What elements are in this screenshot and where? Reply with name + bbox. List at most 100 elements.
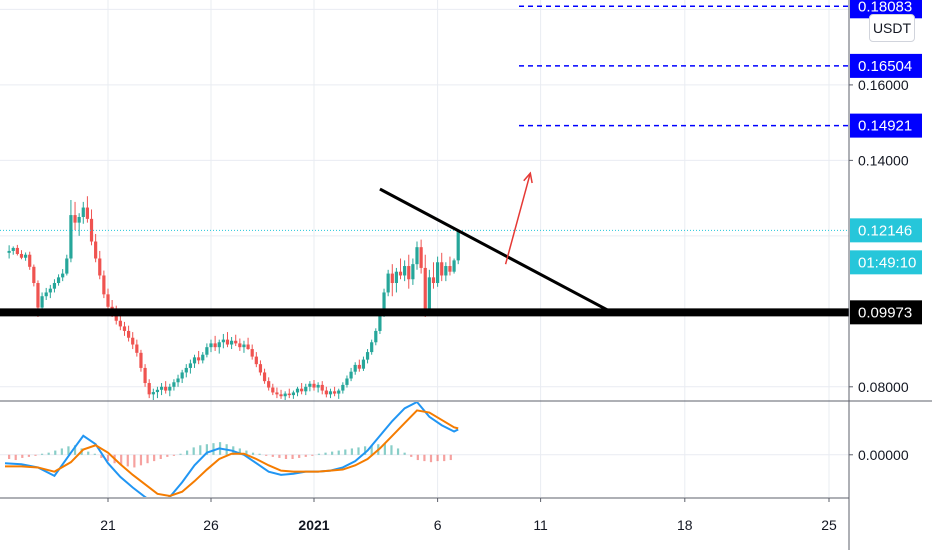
candle-body[interactable] (304, 386, 308, 392)
candle-body[interactable] (15, 247, 19, 254)
candle-body[interactable] (258, 364, 263, 373)
candle-body[interactable] (106, 294, 110, 307)
signal-line[interactable] (5, 409, 459, 497)
candle-body[interactable] (365, 352, 370, 360)
candle-body[interactable] (77, 216, 81, 223)
candle-body[interactable] (48, 288, 52, 293)
candle-body[interactable] (267, 381, 271, 388)
macd-pane[interactable] (4, 402, 459, 505)
price-pane[interactable] (7, 196, 460, 400)
candle-body[interactable] (423, 267, 427, 312)
candle-body[interactable] (431, 277, 436, 284)
candle-body[interactable] (456, 230, 460, 261)
candle-body[interactable] (427, 277, 431, 312)
candle-body[interactable] (205, 347, 209, 355)
candle-body[interactable] (357, 364, 361, 369)
breakout-arrow[interactable] (504, 173, 532, 265)
candle-body[interactable] (246, 344, 250, 350)
candle-body[interactable] (361, 359, 366, 369)
candle-body[interactable] (56, 277, 61, 284)
candle-body[interactable] (291, 392, 295, 396)
candle-body[interactable] (19, 253, 24, 258)
candle-body[interactable] (448, 266, 452, 272)
candle-body[interactable] (386, 273, 390, 293)
candle-body[interactable] (394, 271, 398, 284)
candle-body[interactable] (184, 367, 188, 373)
candle-body[interactable] (36, 283, 40, 308)
candle-body[interactable] (188, 363, 192, 368)
candle-body[interactable] (242, 344, 246, 348)
candle-body[interactable] (271, 387, 275, 393)
candle-body[interactable] (151, 392, 155, 395)
candle-body[interactable] (444, 266, 448, 276)
currency-button[interactable]: USDT (869, 14, 915, 42)
candle-body[interactable] (398, 271, 403, 276)
candle-body[interactable] (164, 386, 168, 391)
candle-body[interactable] (139, 352, 143, 368)
candle-body[interactable] (341, 384, 345, 391)
candle-body[interactable] (11, 247, 15, 251)
candle-body[interactable] (279, 394, 283, 397)
candle-body[interactable] (275, 392, 279, 395)
candle-body[interactable] (209, 343, 213, 348)
candle-body[interactable] (159, 386, 164, 390)
candle-body[interactable] (201, 354, 205, 361)
candle-body[interactable] (143, 367, 147, 384)
candle-body[interactable] (254, 356, 258, 365)
candle-body[interactable] (262, 372, 267, 382)
candle-body[interactable] (168, 386, 172, 391)
candle-body[interactable] (52, 283, 57, 289)
candle-body[interactable] (61, 273, 65, 278)
candle-body[interactable] (440, 262, 444, 276)
candle-body[interactable] (436, 262, 440, 284)
candle-body[interactable] (102, 275, 106, 295)
candle-body[interactable] (403, 266, 407, 276)
candle-body[interactable] (349, 371, 353, 379)
candle-body[interactable] (147, 383, 151, 395)
candle-body[interactable] (192, 357, 197, 364)
candle-body[interactable] (197, 357, 201, 361)
candle-body[interactable] (32, 266, 36, 284)
candle-body[interactable] (135, 344, 139, 353)
candle-body[interactable] (172, 382, 176, 387)
candle-body[interactable] (337, 390, 341, 394)
candle-body[interactable] (378, 315, 382, 331)
candle-body[interactable] (94, 241, 98, 259)
candle-body[interactable] (283, 393, 287, 397)
candle-body[interactable] (287, 393, 291, 396)
candle-body[interactable] (85, 207, 89, 219)
candle-body[interactable] (390, 273, 394, 284)
candle-body[interactable] (40, 296, 44, 308)
candle-body[interactable] (217, 342, 221, 348)
trend-line[interactable] (379, 187, 610, 312)
candle-body[interactable] (333, 391, 337, 394)
candle-body[interactable] (308, 383, 312, 387)
candle-body[interactable] (250, 349, 254, 357)
candle-body[interactable] (320, 384, 324, 391)
candle-body[interactable] (176, 378, 180, 383)
candle-body[interactable] (295, 388, 300, 393)
candle-body[interactable] (81, 207, 85, 217)
candle-body[interactable] (411, 264, 415, 280)
candle-body[interactable] (316, 384, 320, 388)
candle-body[interactable] (28, 254, 32, 267)
candle-body[interactable] (452, 260, 456, 272)
candle-body[interactable] (238, 343, 242, 348)
candle-body[interactable] (328, 391, 333, 395)
candle-body[interactable] (419, 247, 423, 268)
candle-body[interactable] (69, 215, 73, 259)
candle-body[interactable] (155, 389, 160, 393)
candle-body[interactable] (89, 218, 94, 242)
candle-body[interactable] (353, 364, 357, 372)
candle-body[interactable] (415, 247, 419, 265)
candle-body[interactable] (234, 340, 238, 344)
candle-body[interactable] (230, 340, 234, 345)
candle-body[interactable] (324, 390, 328, 395)
candle-body[interactable] (118, 320, 122, 327)
candle-body[interactable] (73, 215, 77, 223)
candle-body[interactable] (312, 383, 316, 388)
candle-body[interactable] (131, 337, 135, 345)
candle-body[interactable] (221, 339, 225, 343)
candle-body[interactable] (127, 330, 131, 338)
candle-body[interactable] (44, 292, 48, 297)
